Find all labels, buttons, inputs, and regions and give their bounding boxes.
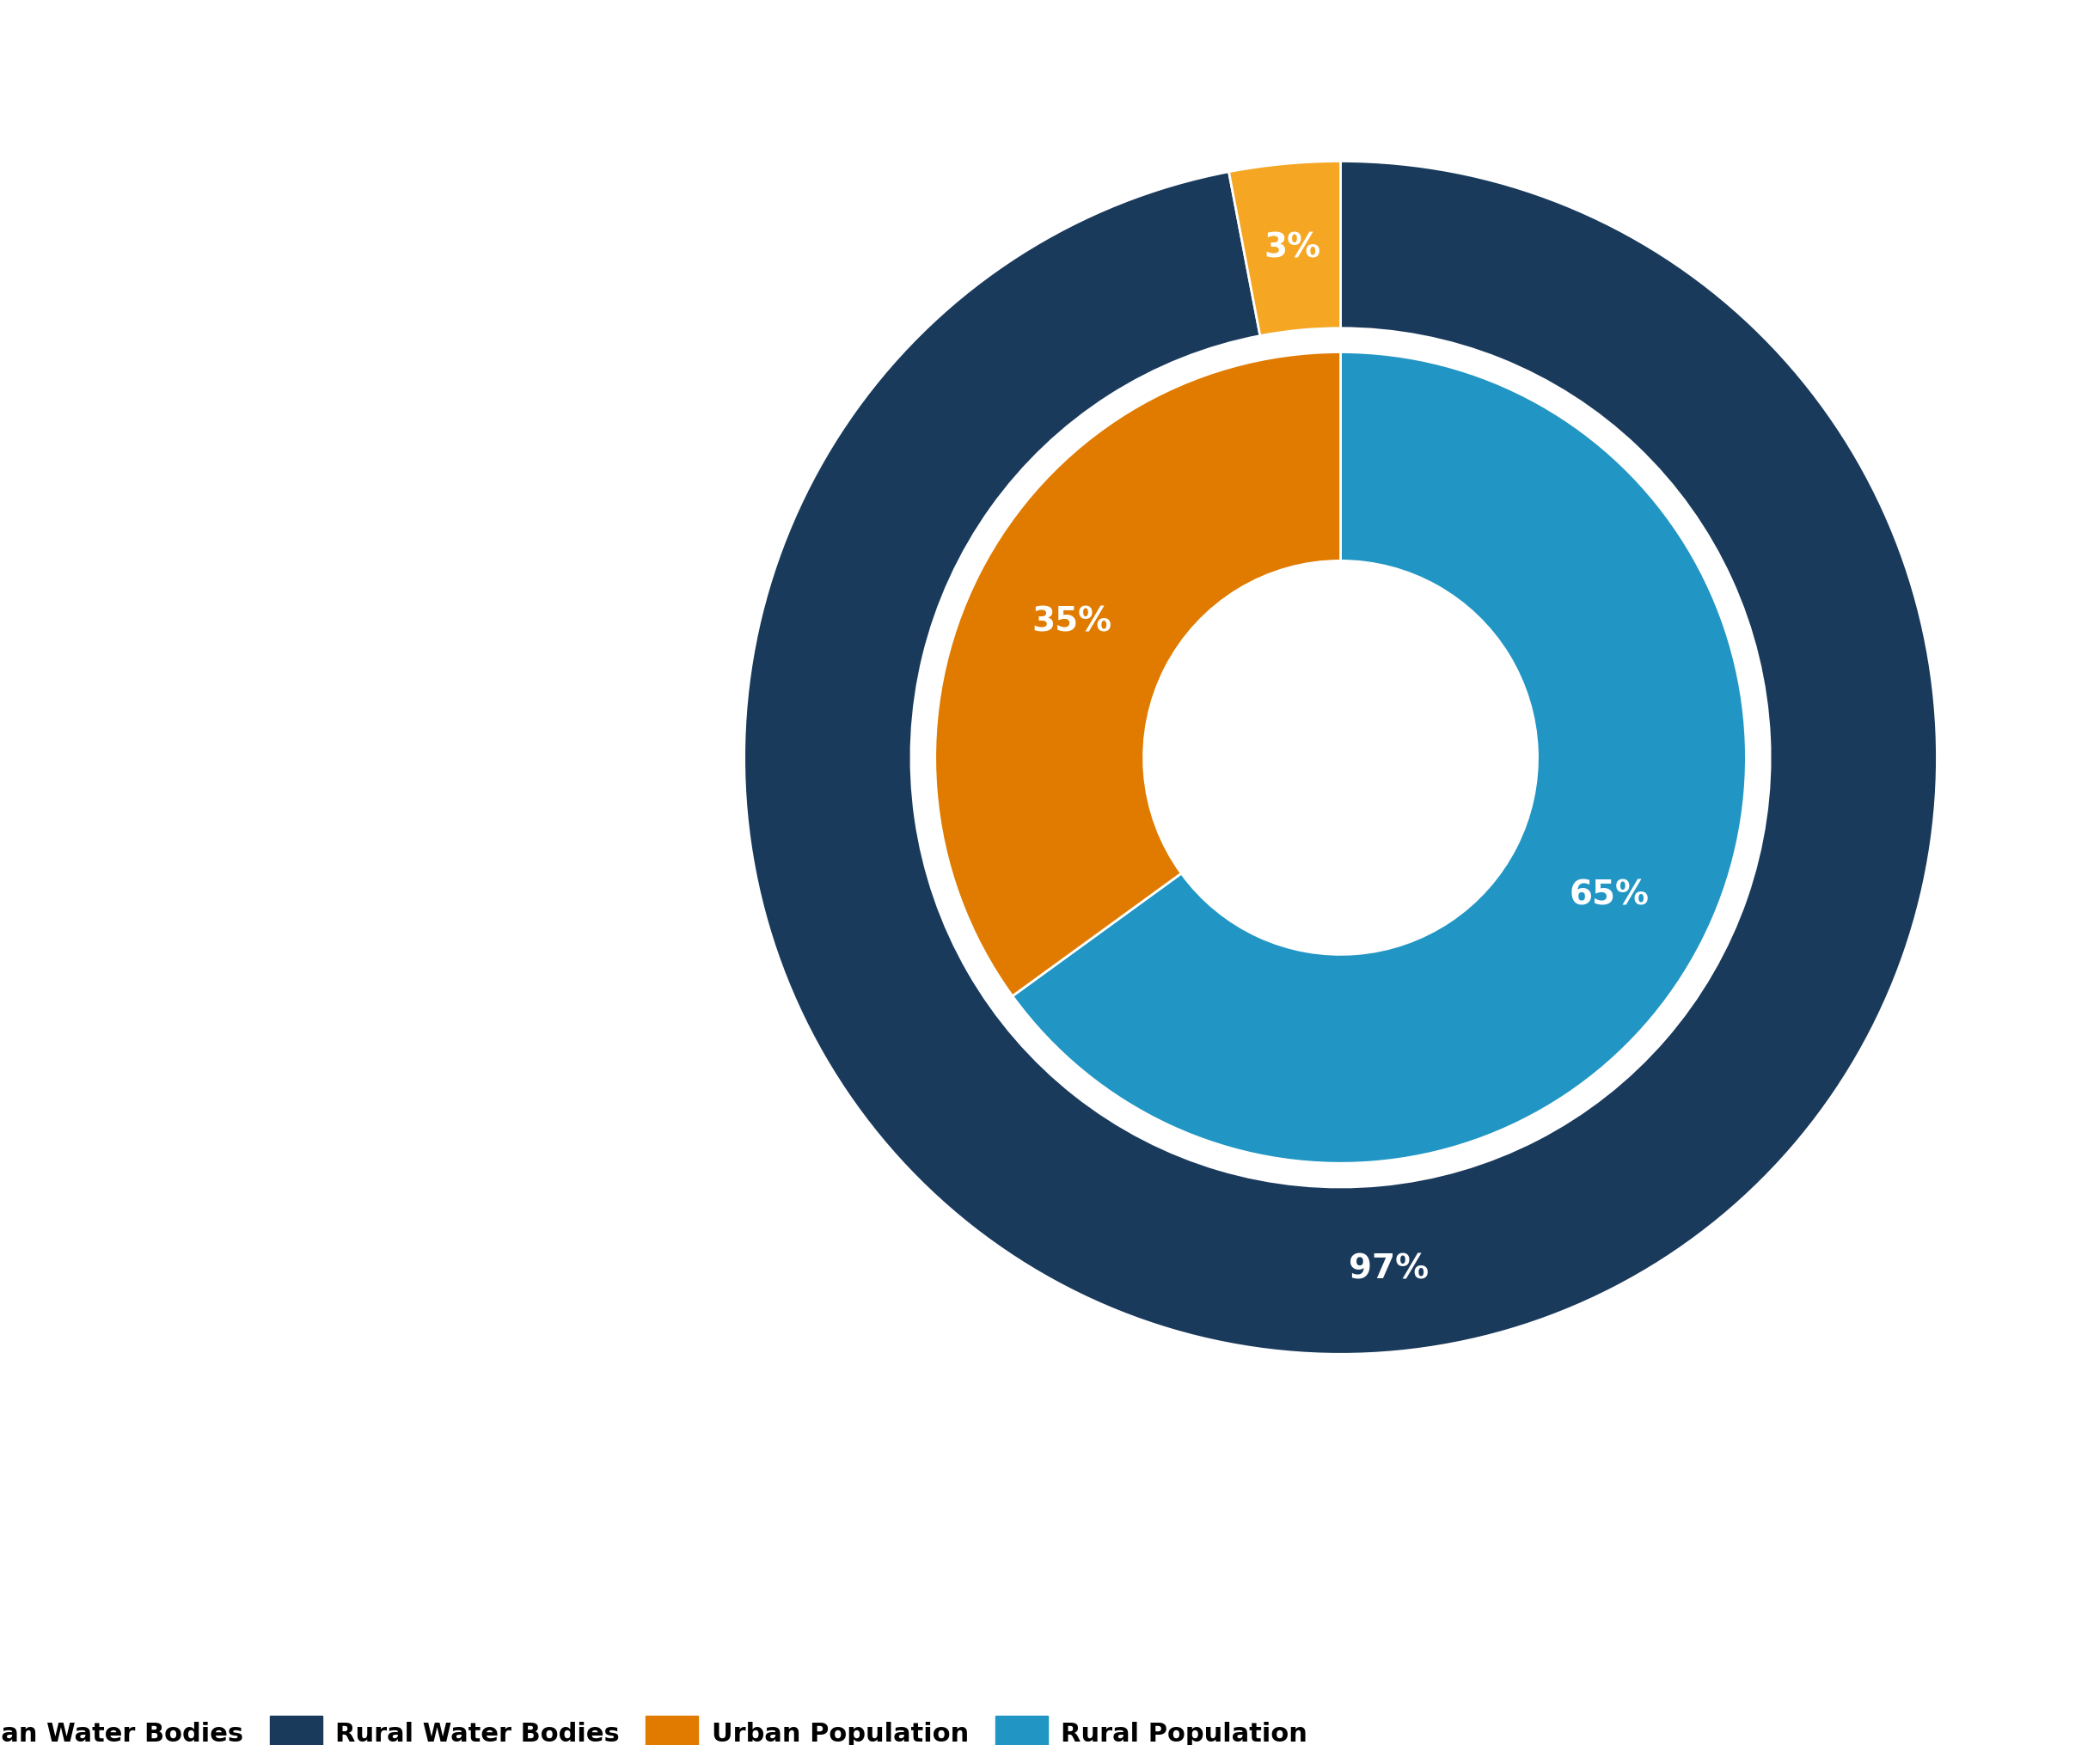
Wedge shape [1012, 352, 1747, 1164]
Wedge shape [1228, 162, 1340, 337]
Legend: Urban Water Bodies, Rural Water Bodies, Urban Population, Rural Population: Urban Water Bodies, Rural Water Bodies, … [0, 1705, 1319, 1745]
Wedge shape [934, 352, 1340, 996]
Text: 35%: 35% [1033, 606, 1113, 637]
Text: 65%: 65% [1569, 878, 1648, 911]
Text: 3%: 3% [1264, 232, 1321, 263]
Wedge shape [743, 162, 1936, 1354]
Text: 97%: 97% [1348, 1253, 1428, 1284]
